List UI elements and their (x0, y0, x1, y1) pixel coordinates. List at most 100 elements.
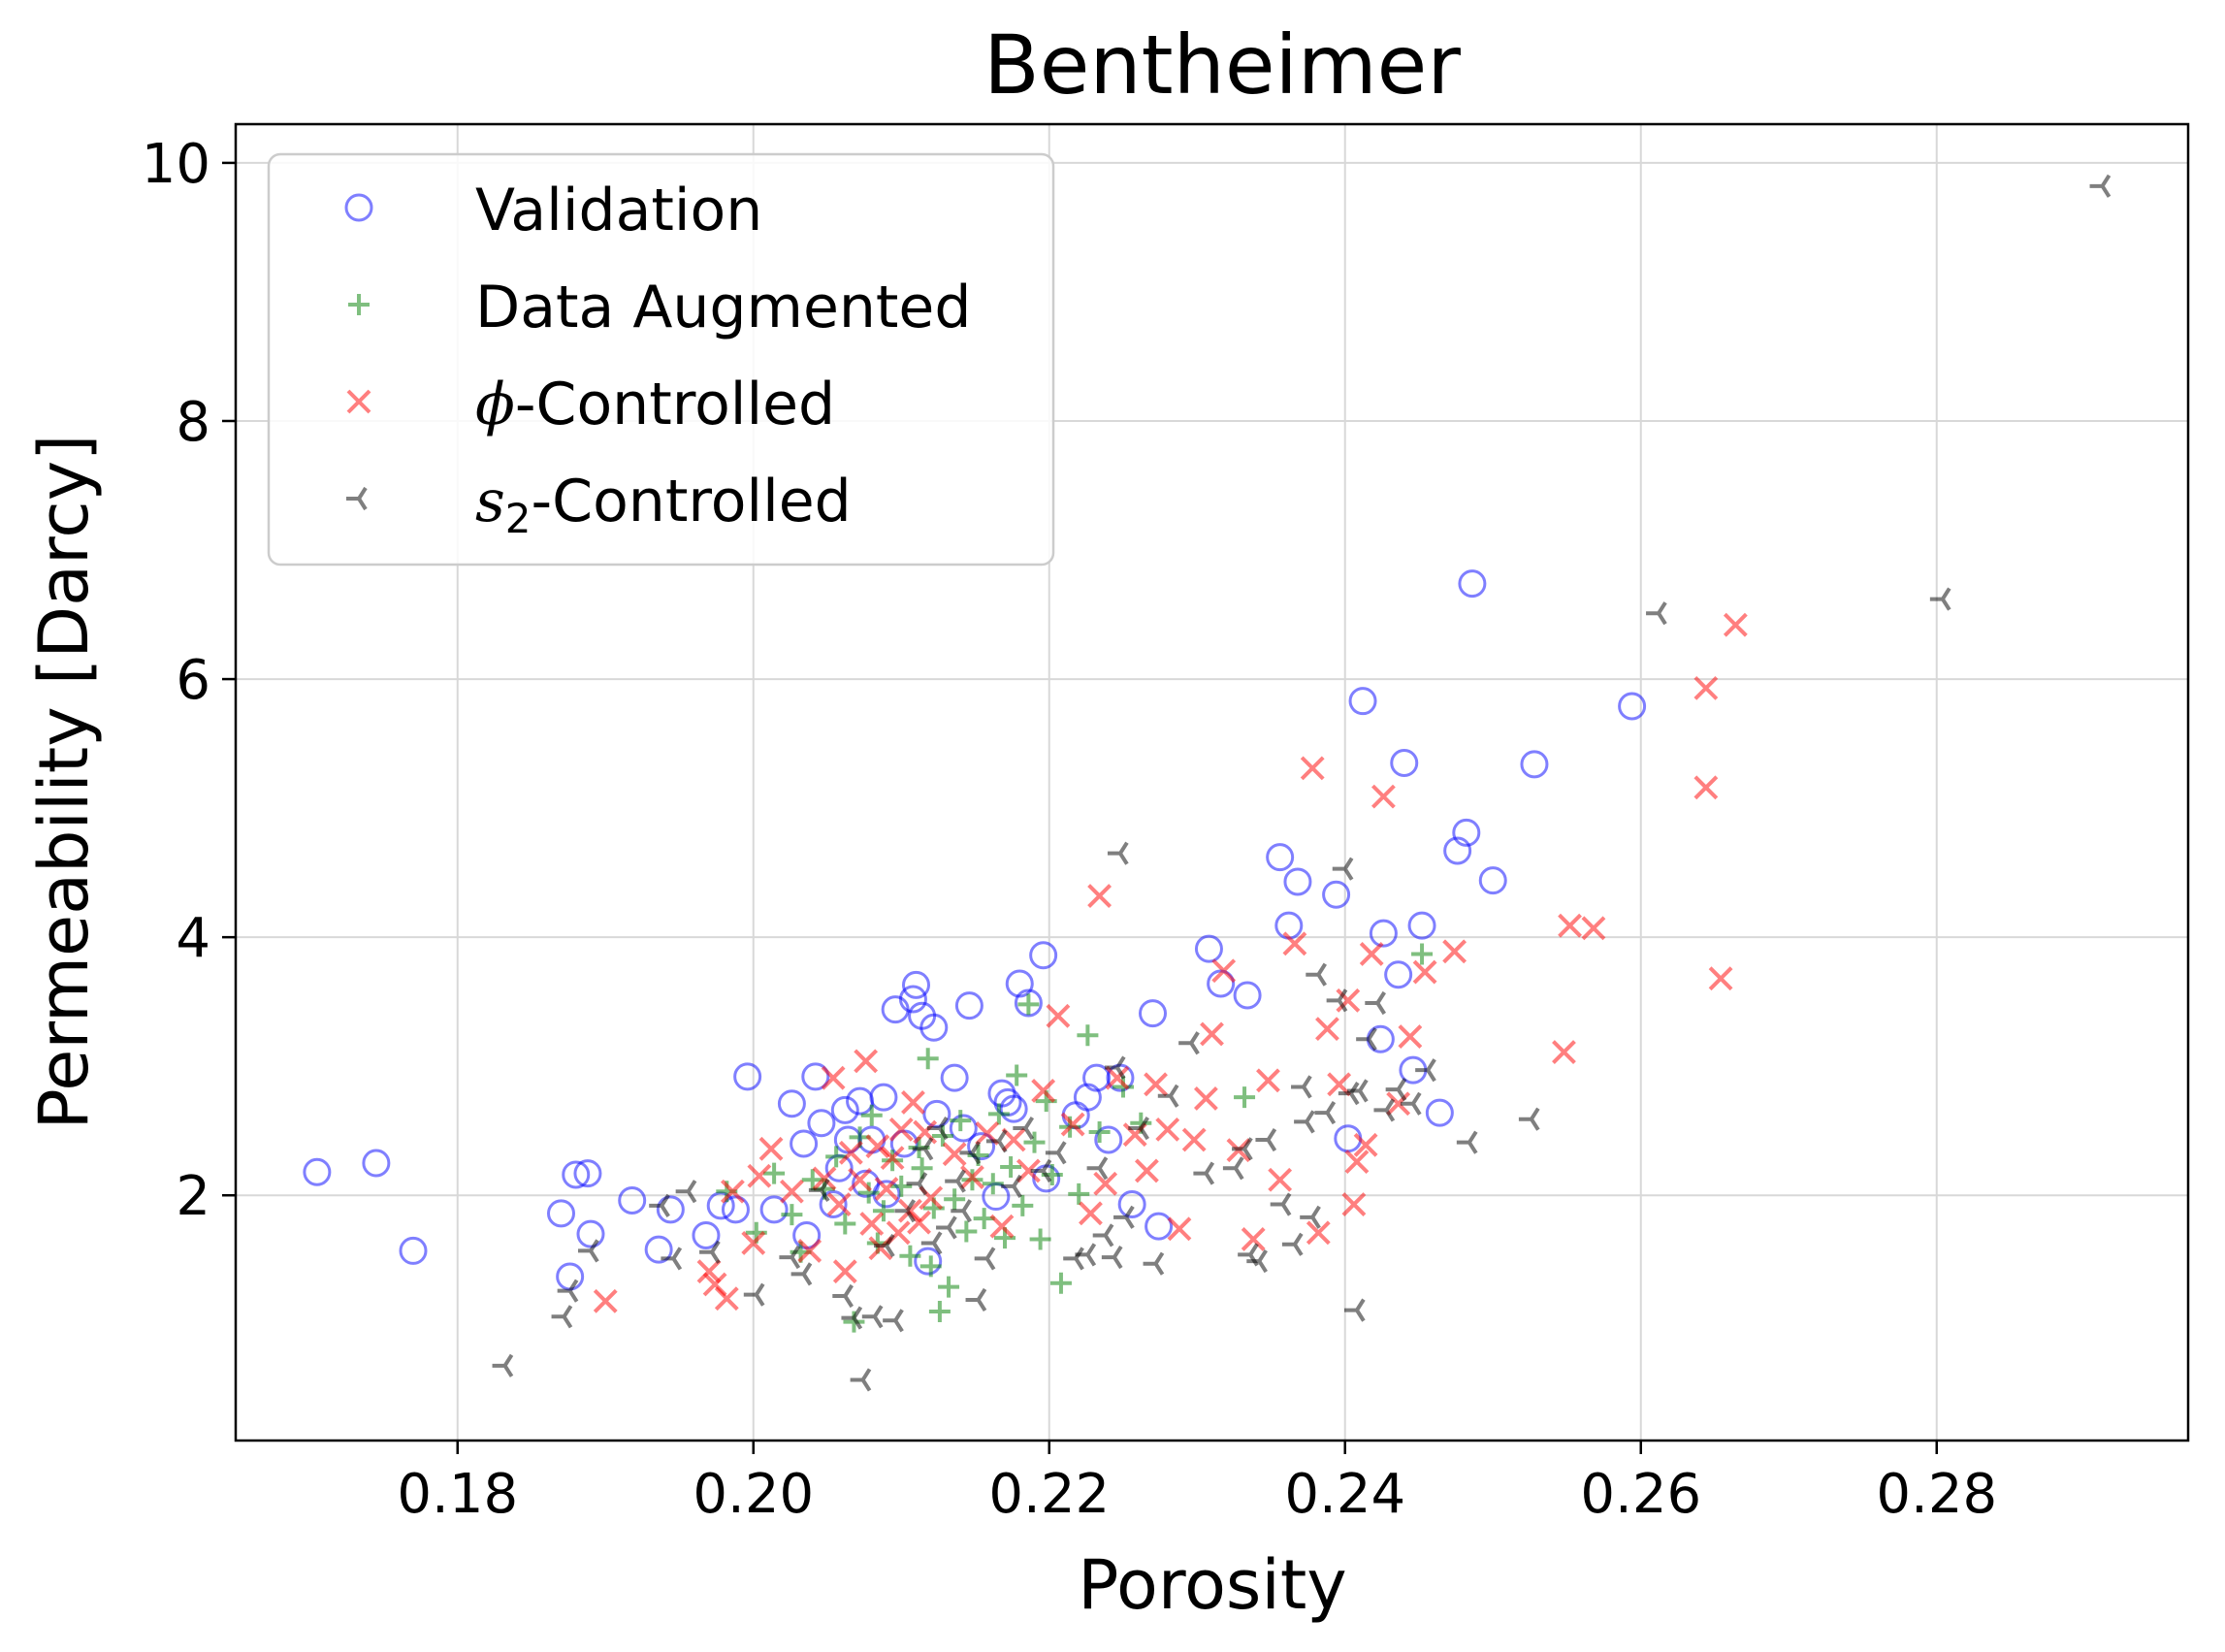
phi-controlled-point (1093, 1171, 1118, 1196)
augmented-point (1234, 1086, 1256, 1109)
validation-point (914, 1247, 943, 1276)
s2-symbol: s (475, 468, 505, 535)
validation-point (967, 1132, 996, 1161)
validation-point (1458, 569, 1487, 599)
s2-controlled-point (1143, 1251, 1165, 1276)
phi-controlled-point (1315, 1017, 1339, 1042)
phi-controlled-point (1282, 931, 1307, 956)
s2-controlled-point (1255, 1127, 1277, 1152)
phi-controlled-point (1558, 913, 1582, 938)
legend: Validation Data Augmented ϕ-Controlled s… (267, 152, 1055, 567)
y-tick-label: 2 (176, 1165, 210, 1228)
validation-point (949, 1114, 978, 1143)
legend-marker-phi-controlled (346, 389, 371, 414)
s2-controlled-point (1222, 1156, 1244, 1181)
s2-controlled-point (557, 1279, 579, 1303)
phi-controlled-point (1398, 1024, 1423, 1050)
s2-controlled-point (1518, 1107, 1540, 1131)
s2-controlled-point (1646, 601, 1667, 626)
s2-controlled-point (1415, 1058, 1436, 1083)
s2-controlled-point (1030, 1158, 1052, 1183)
phi-controlled-point (1708, 966, 1733, 991)
augmented-point (890, 1175, 913, 1197)
phi-controlled-point (1344, 1150, 1370, 1175)
s2-controlled-point (551, 1305, 573, 1329)
s2-controlled-point (874, 1234, 895, 1258)
validation-point (898, 985, 927, 1014)
s2-controlled-point (743, 1282, 765, 1307)
s2-controlled-point (1104, 1055, 1126, 1080)
phi-controlled-point (848, 1167, 872, 1192)
legend-marker-validation (344, 193, 373, 222)
phi-controlled-point (1001, 1127, 1026, 1152)
s2-controlled-point (861, 1305, 884, 1329)
augmented-point (1088, 1121, 1111, 1144)
data-points (303, 174, 2112, 1392)
legend-label-phi-controlled: ϕ-Controlled (475, 371, 835, 438)
phi-controlled-point (1144, 1072, 1168, 1097)
phi-controlled-point (714, 1286, 739, 1312)
augmented-point (763, 1162, 786, 1184)
phi-controlled-point (942, 1142, 967, 1167)
validation-point (692, 1220, 721, 1249)
phi-controlled-point (1336, 988, 1361, 1013)
validation-point (1029, 941, 1058, 970)
phi-controlled-point (812, 1166, 837, 1191)
validation-point (618, 1186, 647, 1215)
s2-controlled-point (1101, 1246, 1123, 1270)
validation-point (562, 1160, 591, 1189)
augmented-point (1017, 993, 1040, 1016)
x-tick-label: 0.18 (397, 1463, 518, 1526)
augmented-point (950, 1110, 972, 1132)
s2-controlled-point (1281, 1232, 1304, 1256)
phi-controlled-point (1412, 959, 1437, 985)
validation-point (1384, 960, 1413, 989)
s2-controlled-point (883, 1309, 904, 1333)
validation-point (547, 1199, 575, 1228)
augmented-point (1012, 1194, 1034, 1216)
phi-controlled-point (779, 1179, 804, 1204)
phi-controlled-point (1046, 1003, 1071, 1028)
augmented-point (1112, 1076, 1134, 1098)
phi-controlled-point (1200, 1021, 1224, 1047)
x-tick-label: 0.22 (988, 1463, 1110, 1526)
s2-controlled-point (1929, 587, 1951, 611)
s2-controlled-point (926, 1116, 949, 1141)
phi-controlled-point (826, 1192, 852, 1216)
phi-controlled-point (854, 1049, 879, 1074)
validation-point (576, 1219, 605, 1248)
validation-point (1407, 911, 1436, 940)
s2-controlled-point (1001, 1174, 1022, 1198)
s2-controlled-point (1347, 1079, 1369, 1103)
augmented-point (834, 1213, 856, 1235)
validation-point (1094, 1125, 1123, 1154)
y-tick-label: 6 (176, 649, 210, 712)
phi-controlled-point (880, 1146, 905, 1171)
x-tick-label: 0.28 (1876, 1463, 1997, 1526)
s2-controlled-point (1294, 1110, 1315, 1134)
phi-controlled-point (758, 1136, 784, 1161)
validation-point (1266, 843, 1295, 872)
validation-point (790, 1129, 819, 1158)
s2-controlled-point (974, 1247, 996, 1271)
y-axis-label: Permeability [Darcy] (24, 435, 104, 1130)
validation-point (999, 1094, 1028, 1123)
s2-subscript: 2 (505, 495, 532, 542)
augmented-point (860, 1104, 883, 1126)
x-tick-label: 0.26 (1580, 1463, 1701, 1526)
x-tick-label: 0.20 (693, 1463, 814, 1526)
s2-controlled-point (1385, 1078, 1407, 1102)
augmented-point (872, 1200, 894, 1222)
validation-point (1194, 934, 1223, 963)
legend-marker-validation (344, 193, 373, 222)
s2-controlled-point (1400, 1091, 1422, 1116)
series-phi-controlled (593, 612, 1748, 1313)
x-tick-label: 0.24 (1284, 1463, 1405, 1526)
plot-area-frame (234, 122, 2190, 1442)
validation-point (644, 1235, 673, 1264)
series-s2-controlled (492, 174, 2112, 1392)
validation-point (1073, 1083, 1102, 1112)
phi-controlled-point (1442, 939, 1467, 964)
s2-controlled-point (951, 1199, 972, 1223)
phi-controlled-point (1193, 1086, 1218, 1111)
